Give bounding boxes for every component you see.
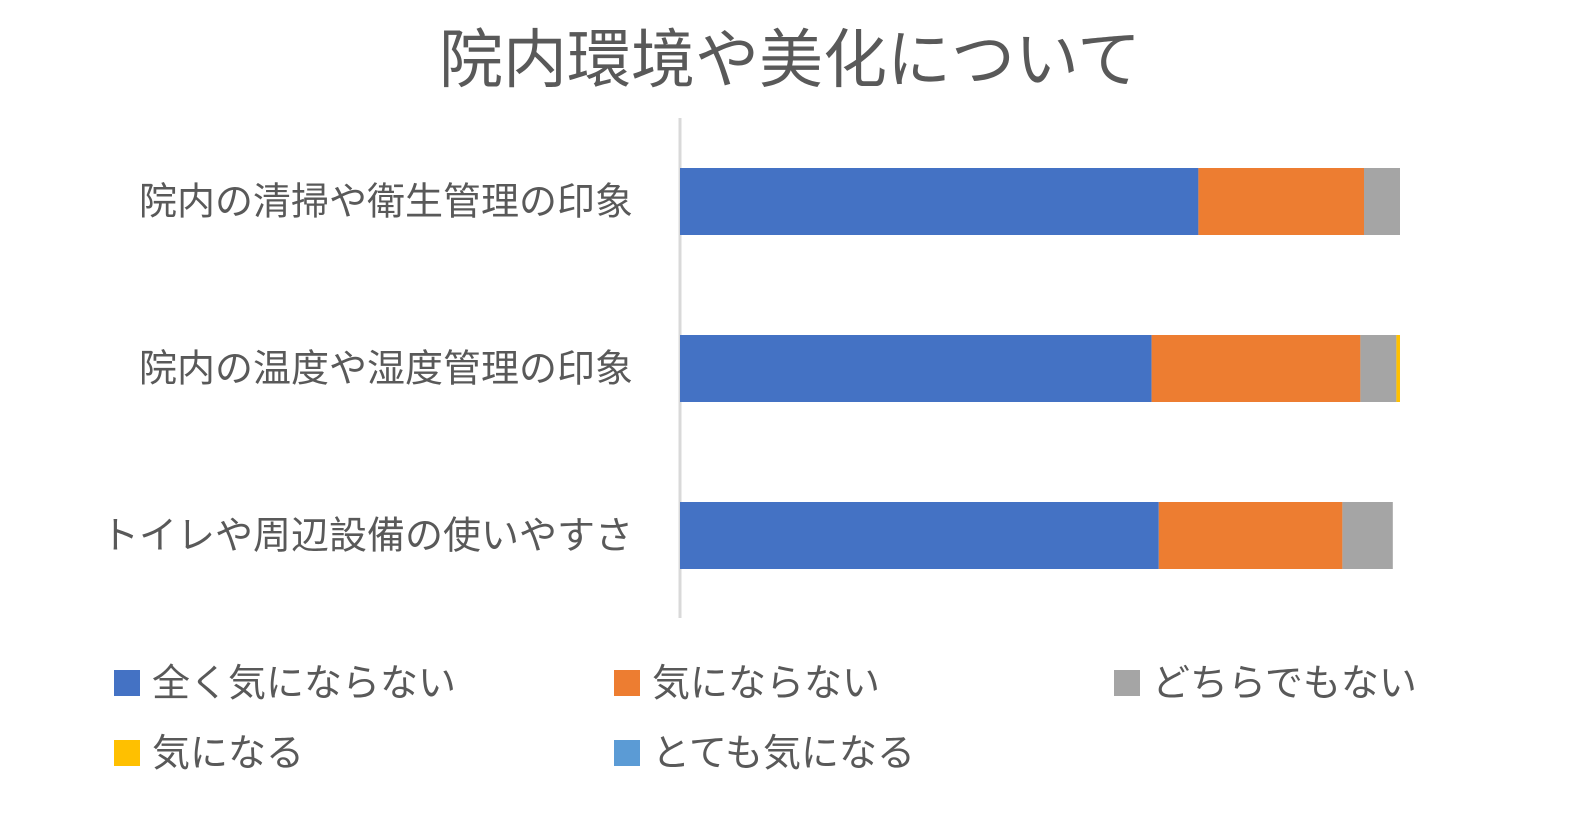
- category-label-2: トイレや周辺設備の使いやすさ: [101, 514, 633, 558]
- bar-segment-cat0-series1: [1198, 168, 1364, 235]
- legend-label-3: 気になる: [152, 731, 304, 775]
- legend-swatch-4: [614, 740, 640, 766]
- bar-segment-cat0-series2: [1364, 168, 1400, 235]
- legend-label-1: 気にならない: [652, 661, 880, 705]
- legend-label-0: 全く気にならない: [152, 661, 456, 705]
- bar-segment-cat1-series2: [1360, 335, 1397, 402]
- category-label-0: 院内の清掃や衛生管理の印象: [139, 180, 633, 224]
- bar-segment-cat1-series0: [680, 335, 1152, 402]
- category-label-1: 院内の温度や湿度管理の印象: [139, 347, 633, 391]
- bar-segment-cat0-series0: [680, 168, 1199, 235]
- bars-group: [680, 168, 1400, 569]
- bar-segment-cat1-series1: [1151, 335, 1361, 402]
- bar-segment-cat2-series2: [1342, 502, 1393, 569]
- bar-segment-cat2-series1: [1158, 502, 1343, 569]
- legend-swatch-0: [114, 670, 140, 696]
- legend-swatch-3: [114, 740, 140, 766]
- legend-label-2: どちらでもない: [1152, 661, 1417, 705]
- legend-label-4: とても気になる: [652, 731, 915, 775]
- chart-title: 院内環境や美化について: [439, 24, 1141, 98]
- legend-swatch-2: [1114, 670, 1140, 696]
- legend-swatch-1: [614, 670, 640, 696]
- bar-segment-cat2-series0: [680, 502, 1159, 569]
- bar-segment-cat1-series3: [1396, 335, 1400, 402]
